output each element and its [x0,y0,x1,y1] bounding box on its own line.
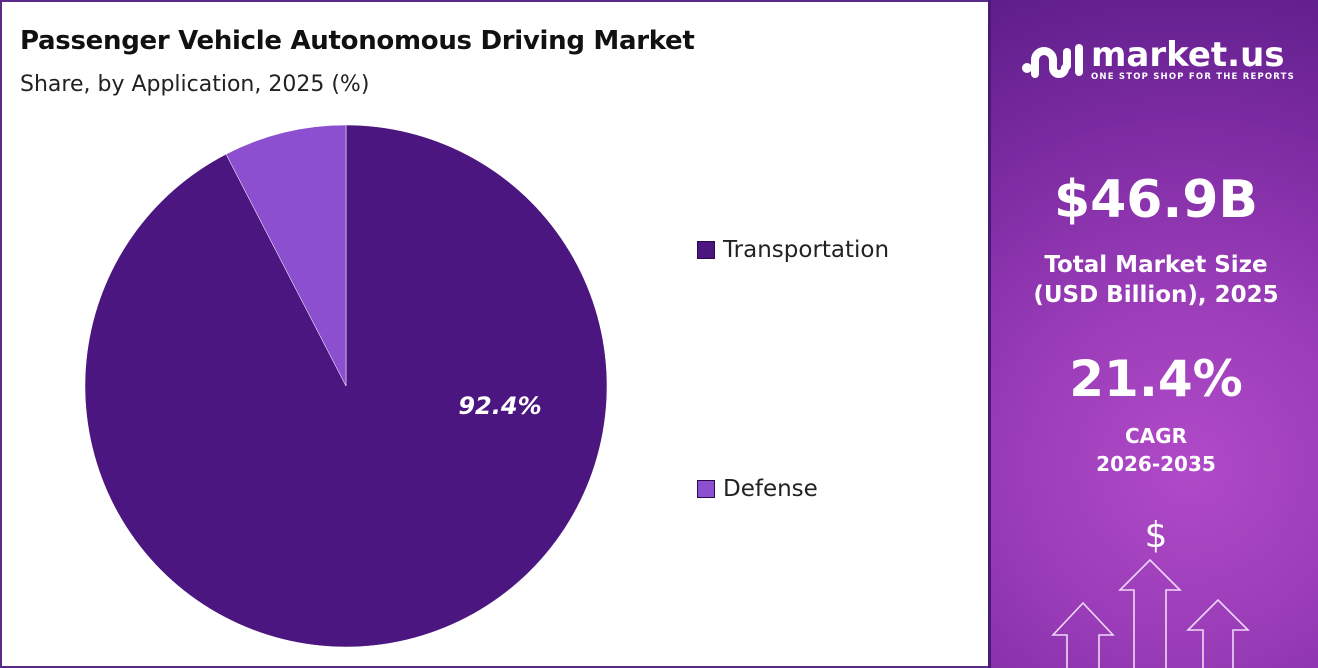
data-label-transportation: 92.4% [458,392,541,420]
legend-label: Defense [723,476,818,502]
pie-slice-defense [225,124,347,387]
legend-item-defense: Defense [697,476,818,502]
legend-label: Transportation [723,237,890,263]
cagr-value: 21.4% [1069,350,1243,408]
market-us-logo: market.us ONE STOP SHOP FOR THE REPORTS [1021,38,1295,82]
legend-swatch [697,480,715,498]
market-size-label-2: (USD Billion), 2025 [1033,282,1279,308]
market-size-label-1: Total Market Size [1044,252,1268,278]
chart-panel: Passenger Vehicle Autonomous Driving Mar… [2,2,986,666]
chart-subtitle: Share, by Application, 2025 (%) [20,72,370,97]
chart-title: Passenger Vehicle Autonomous Driving Mar… [20,26,695,56]
legend-item-transportation: Transportation [697,237,889,263]
pie-chart: 92.4% [84,124,608,648]
cagr-period: 2026-2035 [1096,452,1216,476]
brand-tagline: ONE STOP SHOP FOR THE REPORTS [1091,72,1295,82]
brand-name: market.us [1091,35,1285,75]
dollar-icon: $ [1144,515,1168,556]
growth-arrows-icon [1051,558,1250,668]
legend-swatch [697,241,715,259]
market-size-value: $46.9B [1053,170,1259,230]
summary-panel: market.us ONE STOP SHOP FOR THE REPORTS … [988,0,1318,668]
cagr-label: CAGR [1125,424,1187,448]
logo-icon [1022,44,1083,78]
